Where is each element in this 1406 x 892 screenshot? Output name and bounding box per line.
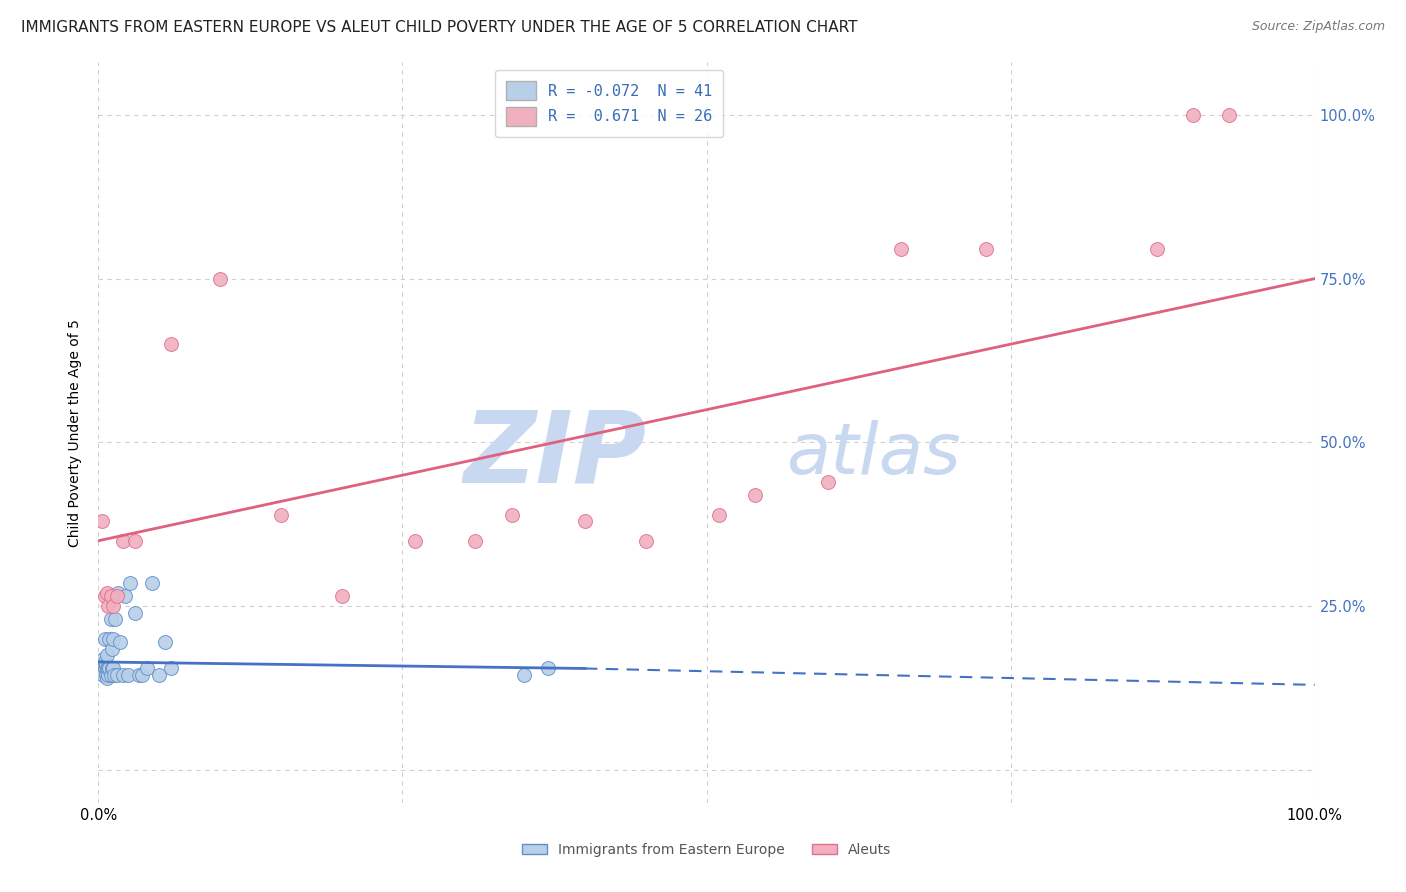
Point [91,514,114,528]
Point [124,606,146,620]
Point [464,533,486,548]
Point [94,668,117,682]
Point [96,586,118,600]
Point [98,632,121,646]
Point [1146,242,1168,256]
Text: ZIP: ZIP [464,407,647,503]
Point [330,590,353,604]
Point [404,533,426,548]
Point [110,635,132,649]
Point [141,576,163,591]
Point [501,508,523,522]
Point [817,475,839,489]
Point [90,661,112,675]
Point [124,533,146,548]
Point [537,661,560,675]
Point [118,576,141,591]
Point [1182,108,1205,122]
Point [111,668,134,682]
Point [101,661,124,675]
Point [100,612,122,626]
Text: Source: ZipAtlas.com: Source: ZipAtlas.com [1251,20,1385,33]
Point [160,337,183,351]
Point [93,632,115,646]
Point [105,668,128,682]
Y-axis label: Child Poverty Under the Age of 5: Child Poverty Under the Age of 5 [69,318,83,547]
Point [96,648,118,663]
Point [890,242,912,256]
Point [101,641,124,656]
Point [91,668,114,682]
Point [707,508,730,522]
Point [101,661,124,675]
Point [93,590,115,604]
Point [974,242,997,256]
Point [111,533,134,548]
Point [270,508,292,522]
Point [155,635,177,649]
Point [513,668,536,682]
Point [97,661,120,675]
Point [128,668,150,682]
Point [574,514,596,528]
Point [94,658,117,673]
Point [104,612,127,626]
Point [98,661,121,675]
Point [160,661,183,675]
Point [103,668,125,682]
Point [107,586,129,600]
Point [100,590,122,604]
Point [97,599,120,614]
Point [744,488,766,502]
Text: atlas: atlas [786,420,960,490]
Point [97,668,120,682]
Point [100,668,122,682]
Point [101,632,124,646]
Point [105,590,128,604]
Point [114,590,136,604]
Point [93,661,115,675]
Point [96,661,118,675]
Point [148,668,170,682]
Point [634,533,657,548]
Point [91,651,114,665]
Point [93,655,115,669]
Point [96,671,118,685]
Point [136,661,159,675]
Legend: Immigrants from Eastern Europe, Aleuts: Immigrants from Eastern Europe, Aleuts [516,838,897,863]
Point [117,668,139,682]
Text: IMMIGRANTS FROM EASTERN EUROPE VS ALEUT CHILD POVERTY UNDER THE AGE OF 5 CORRELA: IMMIGRANTS FROM EASTERN EUROPE VS ALEUT … [21,20,858,35]
Point [91,661,114,675]
Point [209,271,232,285]
Point [101,599,124,614]
Point [131,668,153,682]
Point [1218,108,1240,122]
